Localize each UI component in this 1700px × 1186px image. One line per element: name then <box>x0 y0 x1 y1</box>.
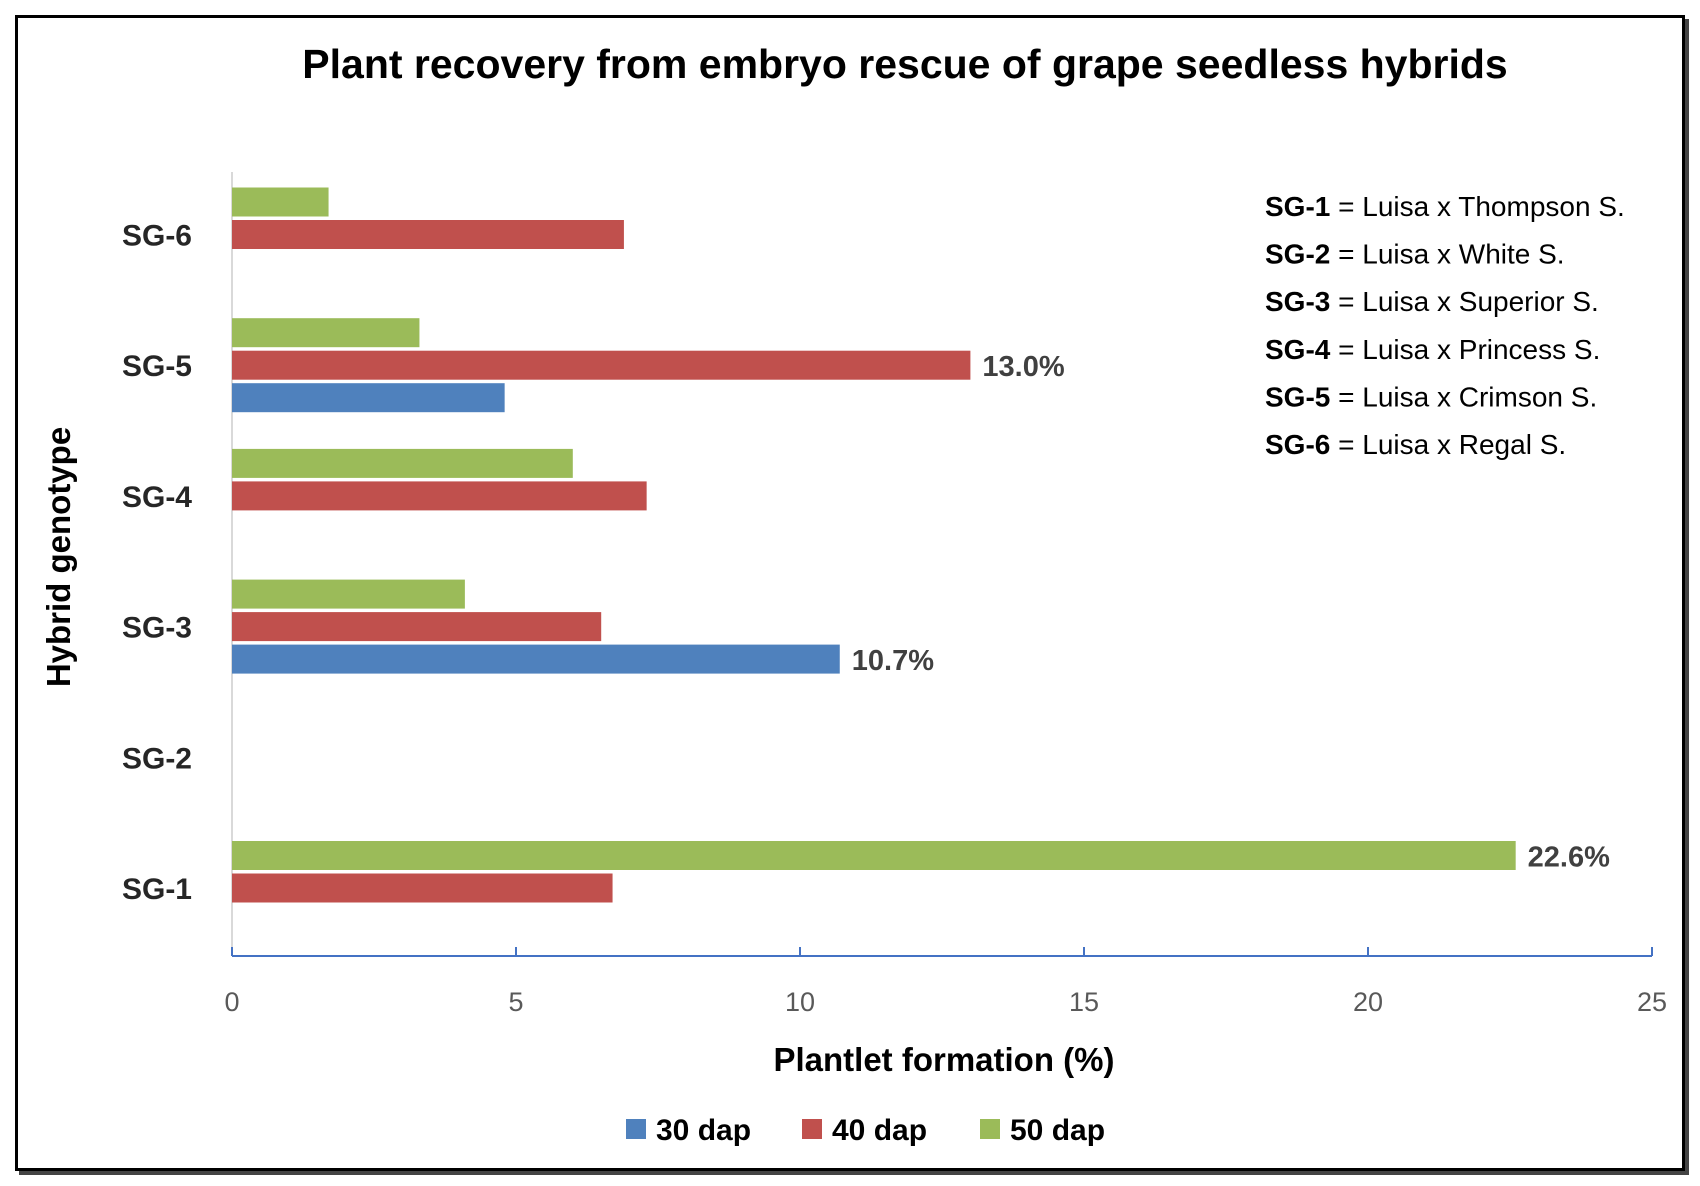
key-code: SG-1 <box>1265 191 1330 222</box>
legend-swatch-40-dap <box>802 1119 822 1139</box>
bar-sg-1-50-dap <box>232 841 1516 870</box>
key-code: SG-4 <box>1265 334 1331 365</box>
bar-sg-4-50-dap <box>232 448 573 478</box>
x-tick-label-10: 10 <box>785 987 815 1017</box>
x-tick-label-25: 25 <box>1637 987 1667 1017</box>
bar-sg-1-40-dap <box>232 873 613 903</box>
bar-sg-5-40-dap <box>232 350 971 380</box>
bar-sg-5-50-dap <box>232 318 420 348</box>
key-code: SG-6 <box>1265 429 1330 460</box>
key-entry-sg-4: SG-4 = Luisa x Princess S. <box>1265 334 1600 365</box>
bar-sg-4-40-dap <box>232 481 647 511</box>
plot-area: 0 5 10 15 20 25 SG-1 22.6% SG-2 SG-3 10.7% SG-4 SG-5… <box>122 172 1667 1017</box>
legend-label-30-dap: 30 dap <box>656 1114 751 1147</box>
key-entry-sg-3: SG-3 = Luisa x Superior S. <box>1265 286 1599 317</box>
key-entry-sg-6: SG-6 = Luisa x Regal S. <box>1265 429 1566 460</box>
key-description: = Luisa x Superior S. <box>1330 286 1598 317</box>
bar-sg-6-40-dap <box>232 220 624 249</box>
category-label-sg-4: SG-4 <box>122 481 192 514</box>
x-tick-label-20: 20 <box>1353 987 1383 1017</box>
key-description: = Luisa x Thompson S. <box>1330 191 1624 222</box>
key-code: SG-3 <box>1265 286 1330 317</box>
x-tick-label-15: 15 <box>1069 987 1099 1017</box>
bar-sg-3-40-dap <box>232 612 602 642</box>
category-label-sg-5: SG-5 <box>122 350 192 383</box>
data-label-sg-5-40-dap: 13.0% <box>982 351 1064 383</box>
data-label-sg-1-50-dap: 22.6% <box>1528 842 1610 874</box>
y-axis-title: Hybrid genotype <box>40 427 77 687</box>
key-code: SG-5 <box>1265 381 1330 412</box>
legend: 30 dap 40 dap 50 dap <box>626 1114 1105 1147</box>
category-label-sg-1: SG-1 <box>122 873 192 906</box>
legend-swatch-50-dap <box>980 1119 1000 1139</box>
legend-label-50-dap: 50 dap <box>1010 1114 1105 1147</box>
category-label-sg-2: SG-2 <box>122 742 192 775</box>
legend-swatch-30-dap <box>626 1119 646 1139</box>
genotype-key: SG-1 = Luisa x Thompson S.SG-2 = Luisa x… <box>1265 191 1625 460</box>
key-description: = Luisa x Crimson S. <box>1330 381 1597 412</box>
key-entry-sg-5: SG-5 = Luisa x Crimson S. <box>1265 381 1597 412</box>
bar-sg-5-30-dap <box>232 383 505 413</box>
key-description: = Luisa x Regal S. <box>1330 429 1566 460</box>
x-tick-label-5: 5 <box>508 987 523 1017</box>
key-entry-sg-2: SG-2 = Luisa x White S. <box>1265 239 1565 270</box>
x-tick-label-0: 0 <box>224 987 239 1017</box>
category-label-sg-3: SG-3 <box>122 612 192 645</box>
key-description: = Luisa x White S. <box>1330 239 1564 270</box>
chart-title: Plant recovery from embryo rescue of gra… <box>302 41 1507 87</box>
key-code: SG-2 <box>1265 239 1330 270</box>
bar-sg-3-50-dap <box>232 579 465 609</box>
bar-sg-6-50-dap <box>232 187 329 217</box>
legend-label-40-dap: 40 dap <box>832 1114 927 1147</box>
x-axis-title: Plantlet formation (%) <box>773 1041 1114 1078</box>
key-description: = Luisa x Princess S. <box>1330 334 1600 365</box>
category-label-sg-6: SG-6 <box>122 220 192 253</box>
key-entry-sg-1: SG-1 = Luisa x Thompson S. <box>1265 191 1625 222</box>
bar-sg-3-30-dap <box>232 644 840 674</box>
data-label-sg-3-30-dap: 10.7% <box>852 645 934 677</box>
